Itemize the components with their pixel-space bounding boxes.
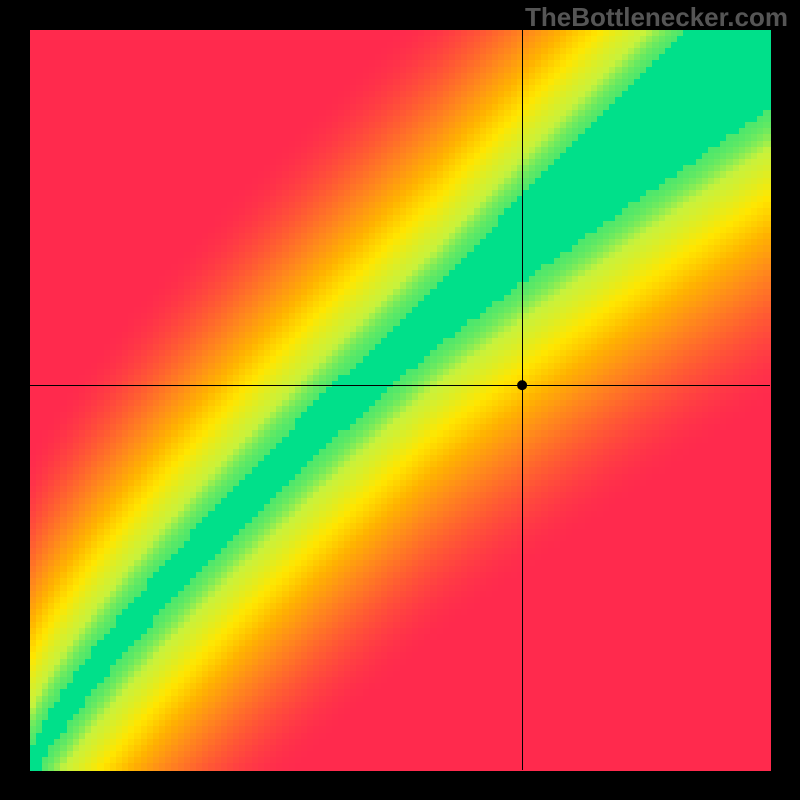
bottleneck-heatmap-canvas [0, 0, 800, 800]
chart-container: TheBottlenecker.com [0, 0, 800, 800]
